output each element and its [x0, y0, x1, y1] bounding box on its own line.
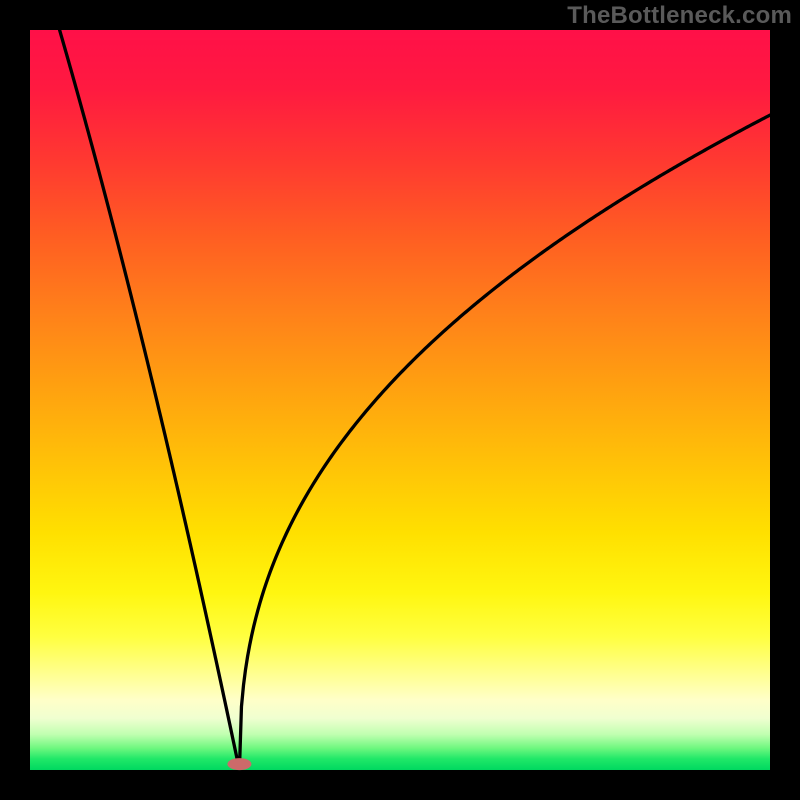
- chart-container: TheBottleneck.com: [0, 0, 800, 800]
- watermark-text: TheBottleneck.com: [567, 2, 792, 30]
- bottleneck-chart: [0, 0, 800, 800]
- plot-background: [30, 30, 770, 770]
- optimum-marker: [227, 758, 251, 770]
